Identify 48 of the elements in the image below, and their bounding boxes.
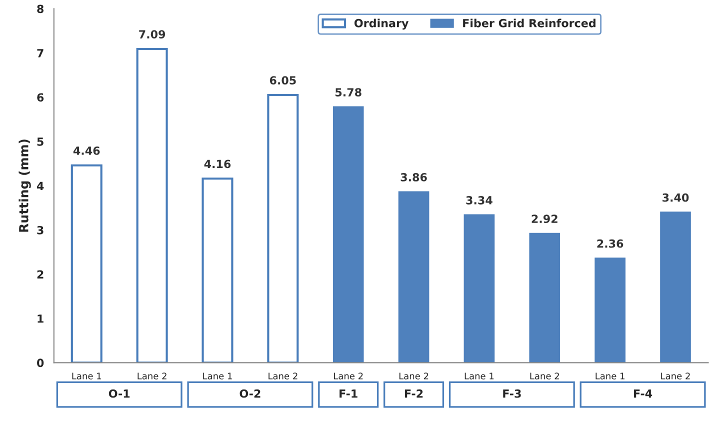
bar [332, 106, 364, 363]
x-tick-label: Lane 1 [72, 372, 102, 380]
legend-label: Fiber Grid Reinforced [463, 18, 596, 28]
text: 3.40 [662, 193, 689, 202]
y-tick-label: 7 [37, 49, 44, 58]
text: 7.09 [139, 30, 166, 39]
x-tick-label: Lane 2 [138, 372, 166, 380]
text: 2.92 [532, 214, 558, 224]
x-tick-label: Lane 1 [203, 372, 232, 380]
bar [267, 94, 299, 363]
text: 4.46 [73, 146, 100, 155]
y-tick-label: 5 [37, 138, 44, 146]
text: 2.36 [597, 239, 624, 248]
y-tick-label: 2 [37, 270, 44, 278]
x-tick-label: Lane 2 [268, 372, 298, 380]
y-tick-label: 4 [36, 182, 44, 190]
x-tick-label: Lane 2 [661, 372, 690, 380]
y-tick-label: 3 [37, 226, 44, 234]
bar [398, 191, 430, 363]
text: 3.34 [466, 196, 492, 204]
legend-label: Ordinary [354, 18, 409, 30]
text: 4.16 [204, 160, 231, 168]
bar [70, 164, 102, 363]
text: F-4 [634, 390, 652, 398]
x-tick-label: Lane 2 [530, 372, 559, 380]
text: O-2 [240, 389, 260, 398]
text: 5.78 [336, 88, 362, 96]
y-tick-label: 0 [37, 358, 44, 368]
y-tick-label: 8 [37, 4, 44, 14]
x-tick-label: Lane 1 [596, 372, 624, 380]
y-tick-label: 1 [38, 314, 44, 323]
x-tick-label: Lane 2 [399, 372, 428, 380]
text: 3.86 [400, 173, 427, 182]
x-tick-label: Lane 2 [334, 372, 363, 380]
text: F-3 [503, 389, 521, 398]
bar [660, 212, 691, 363]
text: 6.05 [270, 76, 296, 85]
x-tick-label: Lane 1 [464, 372, 494, 380]
y-axis-title: Rutting (mm) [18, 140, 31, 232]
text: F-1 [340, 390, 358, 398]
bar [136, 48, 168, 363]
bar [464, 214, 495, 363]
bar [202, 178, 234, 363]
y-tick-label: 6 [37, 93, 44, 102]
bar [529, 232, 560, 363]
text: F-2 [405, 389, 423, 398]
text: O-1 [108, 389, 130, 398]
bar [594, 258, 626, 363]
